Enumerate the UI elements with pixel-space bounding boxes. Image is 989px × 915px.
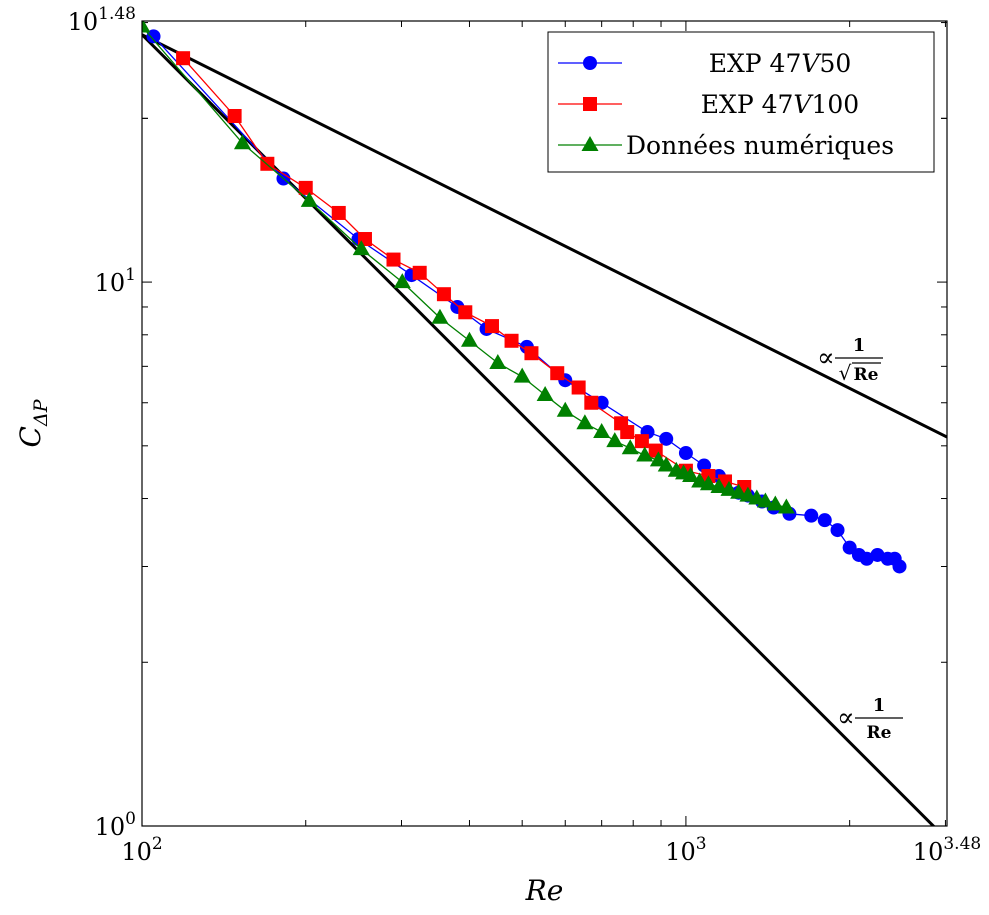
data-point — [556, 401, 574, 417]
data-point — [593, 423, 611, 439]
plot-frame — [141, 20, 948, 827]
legend-label: EXP 47V50 — [709, 49, 852, 78]
legend-marker — [581, 136, 599, 151]
legend-label: EXP 47V100 — [701, 90, 859, 119]
data-point — [710, 478, 728, 494]
data-point — [233, 134, 251, 150]
data-point — [620, 425, 635, 440]
y-tick-label: 101.48 — [68, 4, 136, 36]
proportional-symbol: ∝ — [817, 343, 835, 373]
y-tick-label: 100 — [95, 809, 136, 841]
data-series — [142, 21, 907, 574]
legend-marker — [583, 56, 597, 70]
sqrt-symbol: √ — [839, 361, 852, 385]
fraction-denominator: Re — [854, 365, 879, 385]
x-tick-label: 103 — [665, 834, 706, 866]
data-point — [513, 367, 531, 383]
data-point — [697, 458, 712, 473]
proportional-symbol: ∝ — [837, 703, 855, 733]
data-point — [571, 380, 586, 395]
fraction-numerator: 1 — [873, 695, 886, 716]
inverse-sqrt-re-line — [142, 33, 947, 439]
data-point — [804, 508, 819, 523]
legend-entry-2: Données numériques — [558, 131, 894, 160]
y-axis-label: CΔP — [14, 398, 52, 447]
data-point — [550, 366, 565, 381]
data-point — [352, 240, 370, 256]
fraction-numerator: 1 — [853, 335, 866, 356]
data-point — [393, 273, 411, 289]
data-point — [436, 287, 451, 302]
data-point — [606, 432, 624, 448]
axis-labels: Re CΔP — [14, 398, 563, 907]
data-point — [636, 446, 654, 462]
data-point — [830, 523, 845, 538]
data-point — [412, 265, 427, 280]
data-point — [659, 431, 674, 446]
data-point — [386, 252, 401, 267]
data-point — [892, 559, 907, 574]
data-point — [730, 483, 748, 499]
data-point — [657, 456, 675, 472]
fraction-denominator: Re — [867, 723, 892, 743]
annotation-inverse-sqrt-re: ∝ 1√ Re — [817, 335, 883, 385]
legend: EXP 47V50 EXP 47V100 Données numériques — [547, 31, 935, 173]
tick-labels: 102 103 103.48 100 101 101.48 — [68, 4, 982, 866]
legend-entry-0: EXP 47V50 — [558, 49, 851, 78]
data-point — [634, 434, 649, 449]
data-point — [524, 346, 539, 361]
legend-entry-1: EXP 47V100 — [558, 90, 859, 119]
line-annotations: ∝ 1√ Re∝ 1Re — [817, 335, 903, 743]
data-point — [720, 480, 738, 496]
data-point — [176, 51, 191, 66]
data-point — [678, 446, 693, 461]
x-tick-label: 103.48 — [913, 834, 981, 866]
data-point — [777, 498, 795, 514]
data-point — [584, 395, 599, 410]
data-point — [682, 467, 700, 483]
data-point — [576, 414, 594, 430]
data-point — [300, 191, 318, 207]
data-point — [484, 319, 499, 334]
data-point — [699, 475, 717, 491]
data-point — [489, 353, 507, 369]
x-tick-label: 102 — [121, 834, 162, 866]
x-axis-label: Re — [525, 874, 564, 907]
series-2 — [142, 21, 795, 514]
annotation-inverse-re: ∝ 1 Re — [837, 695, 903, 743]
legend-marker — [583, 97, 597, 111]
data-point — [649, 451, 667, 467]
data-point — [766, 495, 784, 511]
data-point — [458, 305, 473, 320]
legend-box — [547, 31, 935, 173]
data-point — [331, 205, 346, 220]
data-point — [859, 551, 874, 566]
data-point — [460, 331, 478, 347]
data-point — [227, 108, 242, 123]
legend-label: Données numériques — [626, 131, 894, 160]
data-point — [504, 333, 519, 348]
data-point — [536, 386, 554, 402]
data-point — [146, 29, 161, 44]
data-point — [621, 439, 639, 455]
data-point — [142, 21, 151, 33]
data-point — [817, 513, 832, 528]
y-tick-label: 101 — [95, 265, 136, 297]
data-point — [431, 308, 449, 324]
data-point — [298, 180, 313, 195]
data-point — [756, 492, 774, 508]
